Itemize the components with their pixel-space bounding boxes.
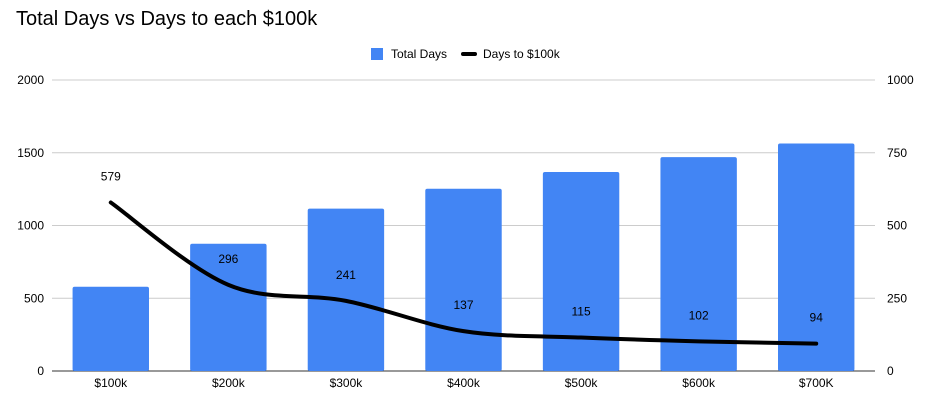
- x-tick-label: $100k: [94, 376, 128, 390]
- y-right-tick-label: 500: [887, 219, 907, 233]
- bar: [307, 208, 385, 371]
- line-data-label: 579: [101, 170, 121, 184]
- y-left-tick-label: 2000: [17, 73, 44, 87]
- legend-label-total-days: Total Days: [391, 47, 447, 61]
- legend: Total Days Days to $100k: [371, 47, 561, 61]
- chart-title: Total Days vs Days to each $100k: [16, 8, 318, 30]
- y-left-tick-label: 500: [24, 291, 44, 305]
- axes: 0 500 1000 1500 2000 0 250 500 750 1000 $100k $200k…: [17, 73, 914, 390]
- line-data-label: 115: [572, 305, 591, 319]
- bar: [542, 171, 620, 371]
- x-tick-label: $300k: [330, 376, 364, 390]
- y-right-tick-label: 250: [887, 291, 907, 305]
- bar-series: [72, 143, 855, 371]
- x-tick-label: $200k: [212, 376, 246, 390]
- x-tick-label: $400k: [447, 376, 481, 390]
- line-data-label: 241: [336, 268, 356, 282]
- legend-label-days-to-100k: Days to $100k: [483, 47, 561, 61]
- line-series: [108, 200, 819, 346]
- y-right-tick-label: 0: [887, 364, 894, 378]
- line-data-label: 137: [453, 298, 473, 312]
- bar: [425, 188, 502, 371]
- x-tick-label: $700K: [799, 376, 834, 390]
- y-left-tick-label: 1000: [17, 219, 44, 233]
- line-data-label: 102: [689, 308, 709, 322]
- y-right-tick-label: 1000: [887, 73, 914, 87]
- y-left-tick-label: 1500: [17, 146, 44, 160]
- bar: [778, 143, 855, 371]
- legend-swatch-total-days: [371, 48, 383, 60]
- x-tick-label: $600k: [682, 376, 716, 390]
- line-data-label: 296: [218, 252, 238, 266]
- bar: [72, 286, 149, 371]
- y-right-tick-label: 750: [887, 146, 907, 160]
- bar: [660, 157, 737, 371]
- line-data-label: 94: [810, 311, 824, 325]
- x-tick-label: $500k: [565, 376, 599, 390]
- y-left-tick-label: 0: [37, 364, 44, 378]
- line-path: [108, 200, 819, 346]
- data-labels: 579 296 241 137 115 102 94: [101, 170, 823, 325]
